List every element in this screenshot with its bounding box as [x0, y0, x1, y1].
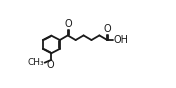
Text: CH₃: CH₃ [27, 58, 44, 67]
Text: OH: OH [114, 35, 129, 45]
Text: O: O [64, 19, 72, 29]
Text: O: O [104, 24, 112, 34]
Text: O: O [47, 60, 55, 70]
